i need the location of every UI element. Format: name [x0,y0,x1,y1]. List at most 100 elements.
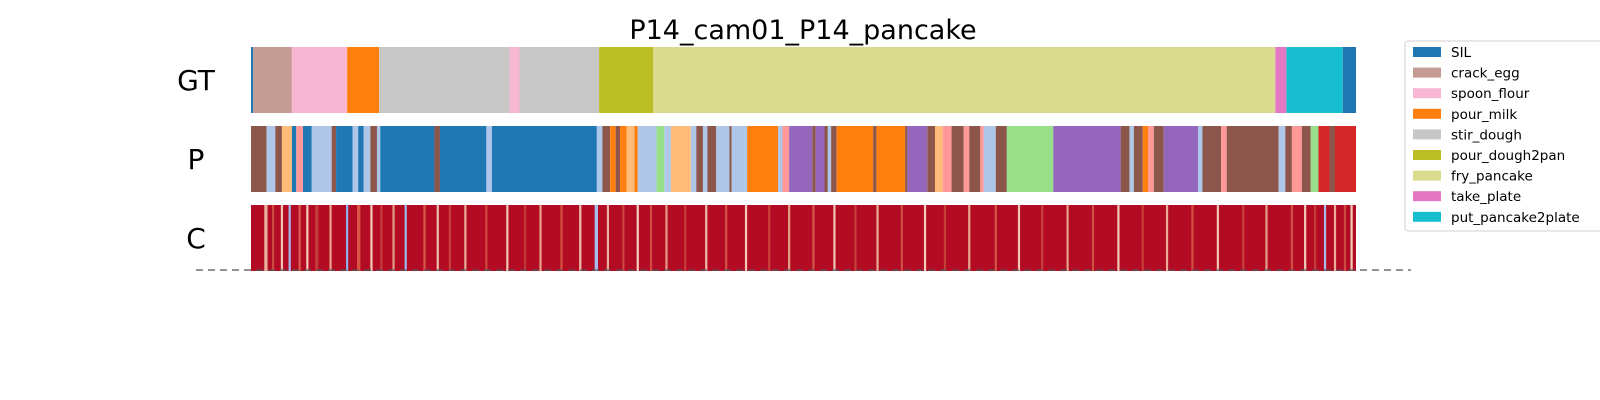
legend-label-put_pancake2plate: put_pancake2plate [1451,210,1580,226]
segment-p-80 [1329,126,1336,192]
segment-c-36 [788,205,791,271]
segment-p-14 [376,126,381,192]
segment-c-3 [280,205,284,271]
segment-c-28 [636,205,639,271]
segment-c-13 [392,205,395,271]
segment-row-gt [251,47,1356,113]
legend-swatch-crack_egg [1413,67,1441,78]
segment-c-42 [923,205,927,271]
segment-c-1 [264,205,268,271]
segment-c-10 [357,205,361,271]
segment-p-49 [876,126,906,192]
segment-c-63 [1350,205,1353,271]
segment-p-65 [1133,126,1143,192]
legend: SIL crack_egg spoon_flour pour_milk stir_dou… [1404,40,1600,232]
segment-p-5 [296,126,303,192]
segment-p-4 [291,126,297,192]
segment-gt-6 [519,47,600,113]
segment-p-75 [1285,126,1292,192]
segment-c-11 [370,205,373,271]
segment-c-44 [968,205,971,271]
segment-c-51 [1141,205,1144,271]
segment-p-81 [1335,126,1356,192]
segment-p-8 [331,126,337,192]
segment-p-19 [491,126,597,192]
segment-p-39 [778,126,783,192]
legend-label-take_plate: take_plate [1451,189,1521,205]
segment-p-42 [812,126,816,192]
segment-c-60 [1323,205,1327,271]
segment-c-54 [1216,205,1219,271]
segment-p-6 [302,126,312,192]
legend-swatch-pour_dough2pan [1413,150,1441,160]
segment-p-74 [1278,126,1286,192]
segment-p-73 [1226,126,1279,192]
segment-c-38 [833,205,836,271]
legend-swatch-put_pancake2plate [1413,211,1441,222]
segment-c-62 [1343,205,1347,271]
segment-c-24 [579,205,582,271]
segment-p-3 [281,126,292,192]
segment-c-40 [876,205,879,271]
segment-p-76 [1291,126,1302,192]
segment-c-9 [346,205,349,271]
segment-p-34 [707,126,717,192]
chart-title: P14_cam01_P14_pancake [629,15,976,46]
segment-rows: GT P C [177,47,1356,271]
segment-p-20 [596,126,603,192]
segment-c-59 [1314,205,1317,271]
segment-p-48 [873,126,877,192]
legend-label-pour_milk: pour_milk [1451,107,1517,123]
segment-c-14 [404,205,407,271]
segment-p-28 [656,126,665,192]
segment-p-54 [942,126,952,192]
legend-swatch-fry_pancake [1413,170,1441,181]
legend-swatch-SIL [1413,47,1441,57]
segment-p-45 [827,126,832,192]
segment-p-40 [782,126,790,192]
segment-p-13 [370,126,377,192]
segment-c-21 [523,205,527,271]
segment-row-c [251,205,1356,271]
segment-gt-8 [653,47,1276,113]
segment-gt-0 [251,47,254,113]
segment-p-60 [995,126,1007,192]
segment-p-41 [789,126,813,192]
segment-c-30 [665,205,668,271]
segment-p-21 [602,126,611,192]
segment-p-55 [951,126,964,192]
legend-label-crack_egg: crack_egg [1451,66,1520,82]
segment-p-36 [729,126,732,192]
segment-c-61 [1333,205,1337,271]
segment-p-0 [251,126,267,192]
segment-p-32 [696,126,703,192]
legend-swatch-take_plate [1413,191,1441,202]
segment-p-46 [831,126,837,192]
segment-c-8 [329,205,332,271]
segment-c-22 [539,205,542,271]
segment-c-50 [1117,205,1120,271]
row-label-c: C [186,222,206,255]
segment-p-43 [815,126,825,192]
segment-p-11 [358,126,364,192]
segment-c-7 [315,205,319,271]
segment-p-17 [439,126,487,192]
segment-p-47 [836,126,874,192]
segment-c-49 [1091,205,1095,271]
segment-c-12 [380,205,383,271]
segment-c-41 [900,205,903,271]
segment-p-77 [1301,126,1311,192]
segment-p-33 [702,126,708,192]
segment-p-56 [963,126,970,192]
segment-c-25 [594,205,598,271]
legend-swatch-stir_dough [1413,129,1441,140]
segment-p-64 [1129,126,1134,192]
segment-p-66 [1142,126,1149,192]
segment-p-44 [824,126,828,192]
segment-p-38 [747,126,779,192]
segment-c-53 [1191,205,1194,271]
segment-p-12 [363,126,371,192]
segment-c-52 [1165,205,1169,271]
segment-p-31 [690,126,697,192]
